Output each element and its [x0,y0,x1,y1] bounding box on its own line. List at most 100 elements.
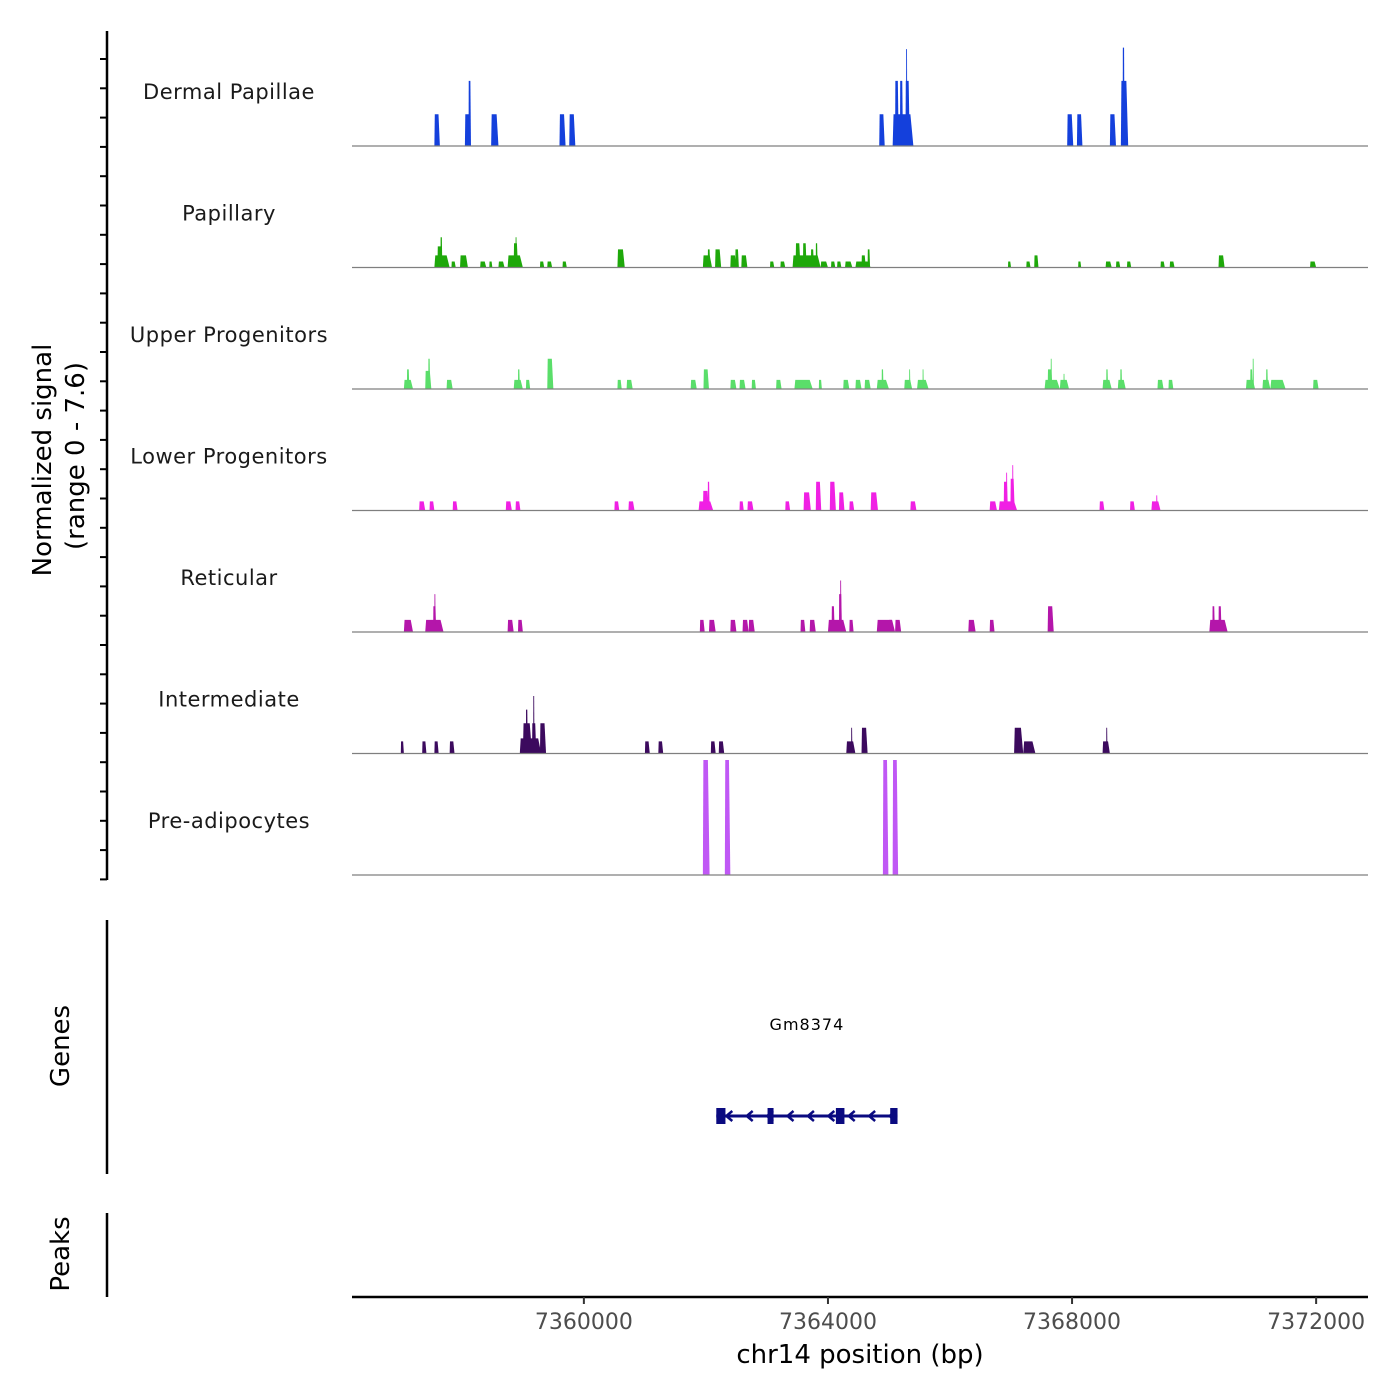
coverage-peak [1310,261,1317,268]
coverage-peak [870,492,879,511]
coverage-peak [837,261,842,268]
strand-arrow [744,1110,754,1122]
track-label: Pre-adipocytes [148,809,310,833]
coverage-peak [769,261,775,268]
coverage-peak [904,379,913,389]
coverage-peak [1105,261,1112,268]
coverage-peak [867,249,871,268]
coverage-peak [718,741,725,754]
coverage-peak [802,243,807,268]
x-axis-title: chr14 position (bp) [736,1340,983,1370]
coverage-peak [539,723,547,754]
coverage-peak [879,114,885,146]
coverage-peak [851,727,853,754]
coverage-peak [882,760,889,875]
coverage-peak [446,379,453,389]
track-reticular: Reticular [180,566,1368,633]
coverage-peak [1313,379,1319,389]
exon [835,1108,845,1124]
coverage-peak [820,261,828,268]
coverage-peak [849,501,855,511]
coverage-peak [899,80,904,146]
coverage-peak [838,492,845,511]
coverage-peak [843,379,850,389]
coverage-peak [1047,606,1054,632]
strand-arrow [785,1110,795,1122]
coverage-peak [1120,369,1123,389]
coverage-peak [861,255,866,268]
coverage-peak [989,619,995,632]
coverage-peak [1026,261,1031,268]
coverage-peak [658,741,664,754]
coverage-peak [849,619,854,632]
coverage-peak [818,379,822,389]
coverage-peak [794,379,813,389]
track-label: Intermediate [158,688,300,712]
coverage-peak [562,261,567,268]
coverage-peak [1034,255,1039,268]
coverage-peak [739,501,744,511]
coverage-peak [1067,114,1074,146]
coverage-peak [1157,379,1164,389]
coverage-peak [815,243,818,268]
coverage-peak [403,619,414,632]
coverage-peak [1169,261,1175,268]
coverage-peak [1120,80,1129,146]
coverage-y-ticks [100,58,107,881]
coverage-peak [1106,727,1108,754]
coverage-peak [829,481,836,511]
coverage-peak [525,709,528,754]
coverage-peak [815,481,822,511]
x-tick-label: 7372000 [1267,1310,1365,1335]
coverage-peak [1099,501,1105,511]
coverage-peak [881,369,884,389]
track-intermediate: Intermediate [158,688,1368,755]
coverage-peak [1212,606,1215,632]
coverage-peak [517,619,523,632]
coverage-peak [707,249,711,268]
coverage-peak [827,619,847,632]
coverage-peak [895,80,899,146]
coverage-peak [707,481,710,511]
coverage-peak [702,255,713,268]
gene-gm8374: Gm8374 [716,1015,898,1124]
coverage-peak [922,369,924,389]
track-label: Papillary [182,202,276,226]
coverage-peak [809,619,816,632]
coverage-peak [617,379,622,389]
y-axis-title-line1: Normalized signal [28,344,58,577]
coverage-peak [785,501,791,511]
coverage-peak [742,619,749,632]
coverage-peak [735,249,739,268]
coverage-peak [861,727,868,754]
coverage-peak [1050,358,1052,389]
coverage-peak [730,379,737,389]
coverage-peak [1126,261,1132,268]
coverage-peak [525,379,531,389]
coverage-peak [710,741,716,754]
coverage-peak [780,261,786,268]
x-axis-ticks: 7360000 7364000 7368000 7372000 [535,1297,1365,1335]
coverage-peak [864,379,871,389]
track-pre-adipocytes: Pre-adipocytes [148,760,1368,876]
coverage-peak [515,237,517,268]
coverage-peak [451,261,456,268]
coverage-peak [468,80,471,146]
coverage-peak [715,249,722,268]
coverage-peak [888,619,893,632]
x-tick-label: 7368000 [1023,1310,1121,1335]
coverage-peak [422,741,427,754]
coverage-peak [989,501,997,511]
coverage-peak [803,492,811,511]
coverage-peak [434,114,440,146]
coverage-peak [452,501,458,511]
coverage-peak [846,741,856,754]
coverage-peak [968,619,976,632]
coverage-peak [831,261,836,268]
coverage-peak [741,255,748,268]
coverage-peak [810,249,814,268]
coverage-peak [840,580,842,632]
coverage-peak [1003,481,1008,511]
coverage-peak [739,379,746,389]
coverage-peak [906,49,908,146]
